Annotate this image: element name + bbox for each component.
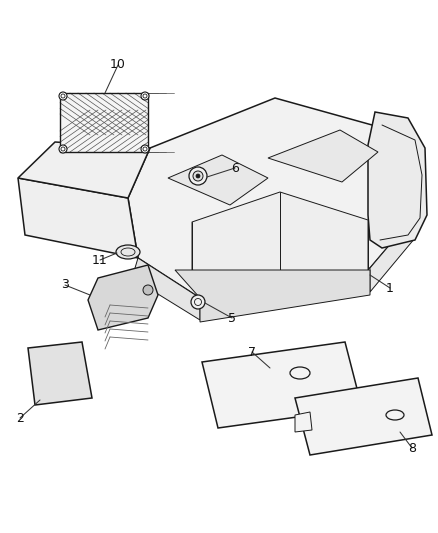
Polygon shape: [28, 342, 92, 405]
Text: 11: 11: [92, 254, 108, 266]
Text: 7: 7: [248, 345, 256, 359]
Polygon shape: [295, 412, 312, 432]
Polygon shape: [295, 378, 432, 455]
Text: 2: 2: [16, 411, 24, 424]
Polygon shape: [18, 178, 138, 258]
Ellipse shape: [116, 245, 140, 259]
Polygon shape: [368, 112, 427, 248]
Circle shape: [189, 167, 207, 185]
Circle shape: [196, 174, 200, 178]
Polygon shape: [18, 142, 150, 198]
Circle shape: [143, 285, 153, 295]
Circle shape: [193, 171, 203, 181]
Polygon shape: [370, 215, 415, 292]
Text: 1: 1: [386, 281, 394, 295]
Polygon shape: [202, 342, 362, 428]
Circle shape: [141, 145, 149, 153]
Polygon shape: [175, 270, 370, 322]
Text: 6: 6: [231, 161, 239, 174]
Text: 5: 5: [228, 311, 236, 325]
Circle shape: [59, 145, 67, 153]
Polygon shape: [268, 130, 378, 182]
Polygon shape: [128, 98, 415, 298]
Text: 10: 10: [110, 59, 126, 71]
Circle shape: [191, 295, 205, 309]
Polygon shape: [132, 258, 200, 320]
Text: 8: 8: [408, 441, 416, 455]
Text: 3: 3: [61, 279, 69, 292]
Circle shape: [141, 92, 149, 100]
Circle shape: [59, 92, 67, 100]
Polygon shape: [60, 93, 148, 152]
Polygon shape: [192, 192, 368, 298]
Polygon shape: [88, 265, 158, 330]
Polygon shape: [168, 155, 268, 205]
